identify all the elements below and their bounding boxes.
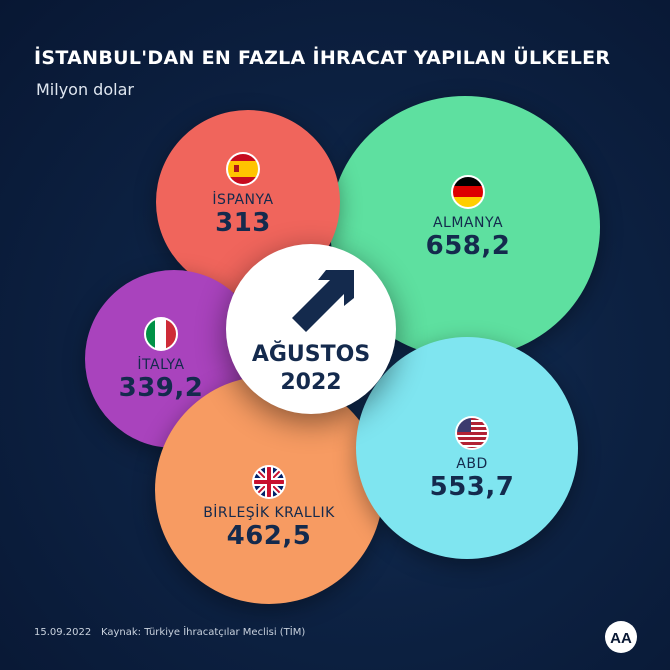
center-year: 2022 — [280, 370, 342, 395]
label-almanya: ALMANYA 658,2 — [398, 175, 538, 261]
chart-title: İSTANBUL'DAN EN FAZLA İHRACAT YAPILAN ÜL… — [34, 47, 611, 69]
label-italya: İTALYA 339,2 — [106, 317, 216, 403]
chart-subtitle: Milyon dolar — [36, 80, 134, 99]
center-month: AĞUSTOS — [251, 342, 371, 367]
svg-text:AA: AA — [610, 630, 632, 647]
label-birlesik-krallik: BİRLEŞİK KRALLIK 462,5 — [184, 465, 354, 551]
aa-logo-icon: AA — [605, 621, 637, 653]
label-abd: ABD 553,7 — [412, 416, 532, 502]
center-period-circle: AĞUSTOS 2022 — [226, 244, 396, 414]
usa-flag-icon — [455, 416, 489, 450]
country-name: İSPANYA — [212, 192, 274, 208]
italy-flag-icon — [144, 317, 178, 351]
value-label: 553,7 — [429, 472, 515, 502]
footer-source: Kaynak: Türkiye İhracatçılar Meclisi (Tİ… — [101, 627, 306, 638]
country-name: BİRLEŞİK KRALLIK — [203, 505, 335, 521]
value-label: 313 — [215, 208, 271, 238]
uk-flag-icon — [252, 465, 286, 499]
value-label: 462,5 — [226, 521, 312, 551]
value-label: 339,2 — [118, 373, 204, 403]
value-label: 658,2 — [425, 231, 511, 261]
country-name: ABD — [456, 456, 488, 472]
germany-flag-icon — [451, 175, 485, 209]
country-name: ALMANYA — [432, 215, 504, 231]
spain-flag-icon — [226, 152, 260, 186]
label-ispanya: İSPANYA 313 — [188, 152, 298, 238]
footer-date: 15.09.2022 — [34, 627, 92, 638]
country-name: İTALYA — [137, 357, 185, 373]
arrow-up-right-icon — [292, 270, 354, 332]
